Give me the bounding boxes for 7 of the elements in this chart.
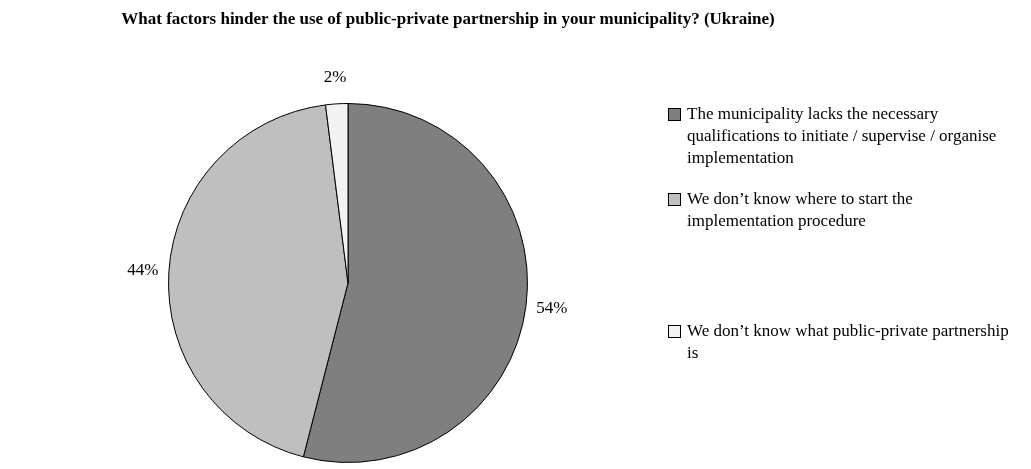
data-label: 54%: [536, 298, 568, 318]
legend-label: We don’t know where to start the implementation procedure: [687, 188, 914, 232]
data-label: 2%: [323, 67, 347, 87]
legend-label: We don’t know what public-private partnership is: [687, 320, 1010, 364]
legend-label: The municipality lacks the necessary qualifications to initiate / supervise / organise implementation: [687, 103, 998, 169]
chart-title: What factors hinder the use of public-private partnership in your municipality? (Ukraine): [120, 8, 776, 30]
data-label: 44%: [127, 259, 159, 279]
